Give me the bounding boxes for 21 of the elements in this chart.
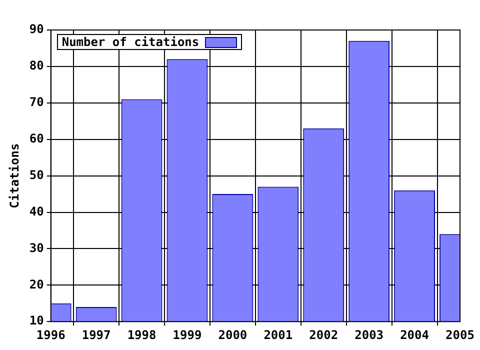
x-tick-label: 1996 [36, 328, 66, 342]
y-tick-label: 80 [29, 58, 44, 73]
y-axis-title: Citations [7, 143, 22, 208]
legend-label: Number of citations [62, 35, 200, 49]
y-tick-label: 30 [29, 240, 44, 255]
y-tick-label: 20 [29, 277, 44, 292]
x-tick-label: 2002 [309, 328, 338, 342]
y-tick-label: 90 [29, 22, 44, 36]
x-tick-label: 1997 [82, 328, 111, 342]
y-tick-label: 70 [29, 95, 44, 110]
x-tick-label: 2005 [446, 328, 474, 342]
y-tick-label: 60 [29, 131, 44, 146]
x-tick-label: 2004 [400, 328, 429, 342]
y-tick-label: 40 [29, 204, 44, 218]
x-tick-label: 1999 [172, 328, 202, 342]
x-tick-label: 2000 [218, 328, 248, 342]
x-tick-label: 1998 [127, 328, 156, 342]
y-tick-label: 50 [29, 168, 44, 182]
y-tick-label: 10 [29, 314, 44, 328]
x-tick-label: 2001 [264, 328, 293, 342]
x-tick-label: 2003 [354, 328, 384, 342]
